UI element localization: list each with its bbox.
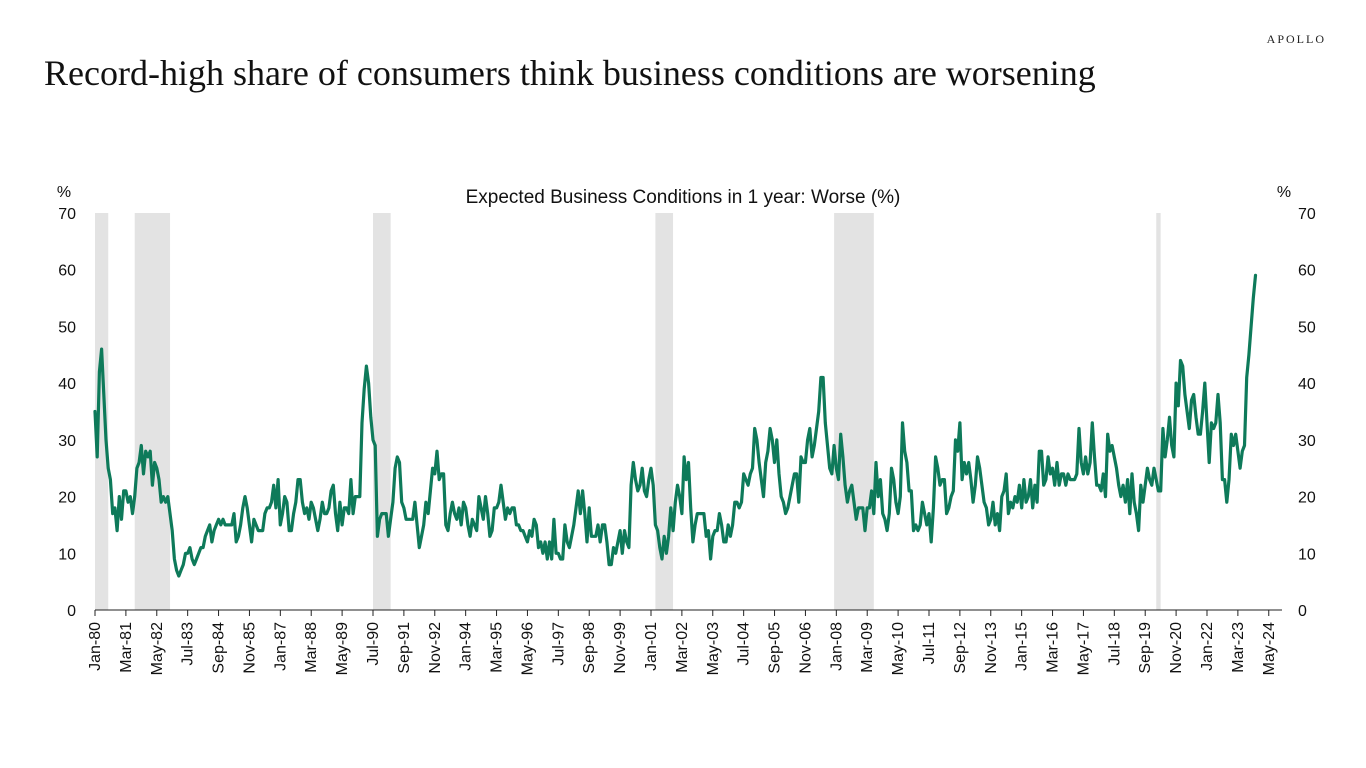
x-tick-label: May-10 [890,622,907,675]
x-tick-label: Nov-99 [612,622,629,674]
recession-bands [95,213,1161,610]
brand-logo: APOLLO [1266,32,1326,46]
y-tick-label-right: 50 [1298,319,1316,336]
x-tick-label: May-96 [519,622,536,675]
y-tick-label-left: 40 [58,376,76,393]
x-tick-label: Mar-81 [118,622,135,673]
x-tick-label: Jan-15 [1014,622,1031,671]
recession-band [655,213,674,610]
y-tick-label-right: 60 [1298,263,1316,280]
x-tick-label: Sep-98 [581,622,598,674]
x-tick-label: Jul-04 [736,622,753,666]
x-tick-label: Jan-80 [87,622,104,671]
x-tick-label: May-17 [1075,622,1092,675]
recession-band [372,213,391,610]
y-tick-label-left: 20 [58,490,76,507]
x-tick-label: Sep-91 [396,622,413,674]
x-tick-label: Jul-90 [365,622,382,666]
x-tick-label: Jan-08 [828,622,845,671]
recession-band [95,213,109,610]
y-tick-label-left: 70 [58,206,76,223]
x-tick-label: Mar-88 [303,622,320,673]
y-tick-label-left: 30 [58,433,76,450]
x-tick-label: Jan-22 [1199,622,1216,671]
y-tick-label-right: 30 [1298,433,1316,450]
x-tick-label: Mar-16 [1045,622,1062,673]
x-tick-label: Sep-84 [211,622,228,674]
y-tick-label-left: 0 [67,603,76,620]
recession-band [834,213,874,610]
series-layer [93,273,1258,578]
y-tick-label-right: 0 [1298,603,1307,620]
y-tick-label-right: 40 [1298,376,1316,393]
x-tick-label: May-24 [1261,622,1278,675]
x-tick-label: Nov-13 [983,622,1000,674]
x-tick-label: Mar-23 [1230,622,1247,673]
y-tick-label-left: 50 [58,319,76,336]
y-tick-label-right: 70 [1298,206,1316,223]
x-tick-label: Mar-95 [489,622,506,673]
y-axis-unit-right: % [1277,184,1291,201]
axes: 0 0 10 10 20 20 30 30 40 40 50 50 60 60 70 70 Jan-80 Mar-… [58,206,1316,675]
y-tick-label-right: 20 [1298,490,1316,507]
x-tick-label: Nov-06 [797,622,814,674]
y-tick-label-right: 10 [1298,546,1316,563]
x-tick-label: May-89 [334,622,351,675]
x-tick-label: Nov-92 [427,622,444,674]
x-tick-label: Sep-05 [767,622,784,674]
x-tick-label: Jul-97 [550,622,567,666]
recession-band [134,213,171,610]
recession-band [1156,213,1161,610]
y-tick-label-left: 10 [58,546,76,563]
x-tick-label: Jan-01 [643,622,660,671]
x-tick-label: Jan-87 [272,622,289,671]
x-tick-label: Nov-85 [241,622,258,674]
x-tick-label: Jan-94 [458,622,475,671]
y-tick-label-left: 60 [58,263,76,280]
page-title: Record-high share of consumers think bus… [44,53,1096,93]
x-tick-label: Mar-09 [859,622,876,673]
x-tick-label: May-82 [149,622,166,675]
x-tick-label: Jul-11 [921,622,938,664]
x-tick-label: Sep-19 [1137,622,1154,674]
series-line [93,273,1258,578]
x-tick-label: Jul-18 [1106,622,1123,666]
x-tick-label: Nov-20 [1168,622,1185,674]
chart-title: Expected Business Conditions in 1 year: … [466,187,901,208]
x-tick-label: May-03 [705,622,722,675]
y-axis-unit-left: % [57,184,71,201]
x-tick-label: Sep-12 [952,622,969,674]
x-tick-label: Jul-83 [180,622,197,666]
x-tick-label: Mar-02 [674,622,691,673]
